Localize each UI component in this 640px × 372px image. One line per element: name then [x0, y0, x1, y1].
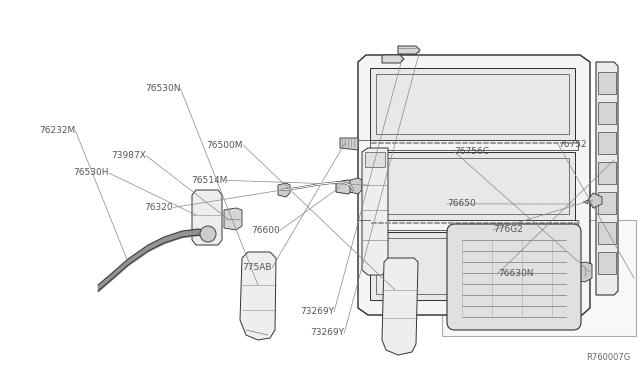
Polygon shape — [350, 178, 362, 194]
Bar — [370, 220, 578, 230]
Text: 76650: 76650 — [447, 199, 476, 208]
Polygon shape — [583, 200, 588, 204]
Bar — [370, 232, 575, 300]
Polygon shape — [362, 148, 388, 275]
Bar — [598, 222, 616, 244]
Polygon shape — [240, 252, 276, 340]
Bar — [376, 238, 569, 294]
Polygon shape — [398, 46, 420, 54]
Polygon shape — [382, 258, 418, 355]
Polygon shape — [278, 183, 290, 197]
Polygon shape — [336, 180, 354, 194]
Text: 76600: 76600 — [251, 226, 280, 235]
Bar — [365, 152, 385, 167]
Text: 73987X: 73987X — [111, 151, 146, 160]
Bar — [598, 72, 616, 94]
Polygon shape — [192, 190, 222, 245]
Bar — [370, 140, 578, 150]
Text: 76320: 76320 — [144, 203, 173, 212]
Text: 775AB: 775AB — [243, 263, 272, 272]
Bar — [370, 152, 575, 220]
Bar — [376, 158, 569, 214]
Text: 76630N: 76630N — [498, 269, 533, 278]
Polygon shape — [596, 62, 618, 295]
Text: 73269Y: 73269Y — [310, 328, 344, 337]
Bar — [598, 132, 616, 154]
Bar — [598, 192, 616, 214]
Bar — [376, 74, 569, 134]
Text: R760007G: R760007G — [586, 353, 630, 362]
Text: 76752: 76752 — [558, 140, 587, 149]
Text: 76530H: 76530H — [74, 169, 109, 177]
Polygon shape — [382, 55, 404, 63]
Circle shape — [200, 226, 216, 242]
Polygon shape — [340, 138, 358, 150]
Bar — [598, 252, 616, 274]
Text: 76756C: 76756C — [454, 147, 490, 156]
Polygon shape — [588, 193, 602, 208]
Text: 73269Y: 73269Y — [300, 307, 334, 316]
FancyBboxPatch shape — [442, 220, 636, 336]
FancyBboxPatch shape — [447, 224, 581, 330]
Text: 76232M: 76232M — [39, 126, 76, 135]
Polygon shape — [358, 55, 590, 315]
Bar — [598, 162, 616, 184]
Polygon shape — [224, 208, 242, 230]
Text: 76514M: 76514M — [191, 176, 227, 185]
Bar — [370, 68, 575, 140]
Text: 76530N: 76530N — [145, 84, 180, 93]
Text: 776G2: 776G2 — [493, 225, 523, 234]
Bar — [598, 102, 616, 124]
Text: 76500M: 76500M — [207, 141, 243, 150]
Polygon shape — [576, 262, 592, 282]
